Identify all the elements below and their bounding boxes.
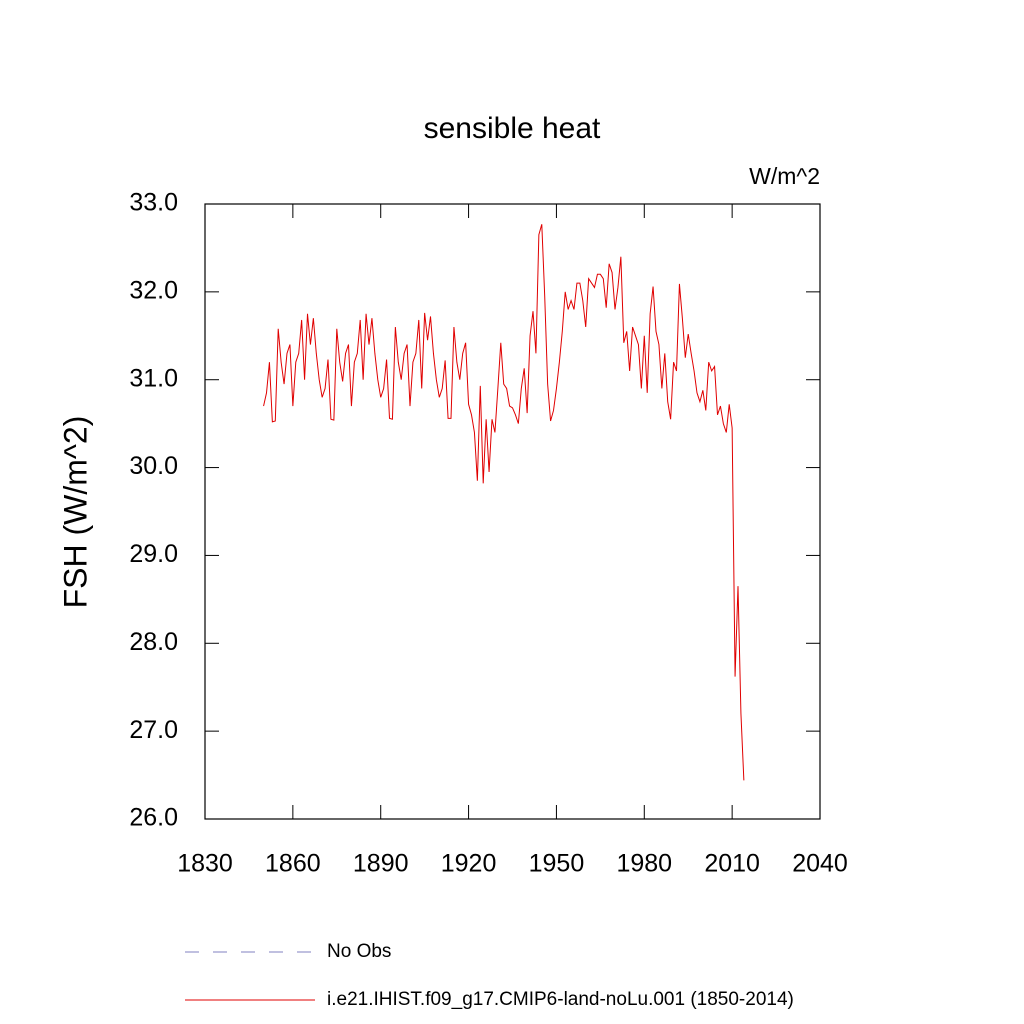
plot-frame [204,203,821,820]
x-tick-label: 1920 [441,850,497,878]
y-tick-label: 27.0 [129,716,178,744]
y-tick-label: 29.0 [129,540,178,568]
y-tick-label: 26.0 [129,804,178,832]
y-tick-label: 30.0 [129,452,178,480]
data-line [263,224,745,781]
x-tick-label: 2040 [792,850,848,878]
x-tick-label: 1890 [353,850,409,878]
x-tick-label: 1860 [265,850,321,878]
x-tick-label: 2010 [704,850,760,878]
y-tick-label: 28.0 [129,628,178,656]
y-tick-label: 33.0 [129,189,178,217]
x-tick-label: 1980 [616,850,672,878]
x-tick-label: 1830 [177,850,233,878]
chart-title: sensible heat [424,112,601,145]
x-tick-label: 1950 [529,850,585,878]
y-axis-label: FSH (W/m^2) [57,416,93,609]
legend-label: i.e21.IHIST.f09_g17.CMIP6-land-noLu.001 … [327,989,794,1010]
y-tick-label: 31.0 [129,364,178,392]
legend-label: No Obs [327,941,391,962]
units-label: W/m^2 [749,163,820,189]
y-tick-label: 32.0 [129,276,178,304]
